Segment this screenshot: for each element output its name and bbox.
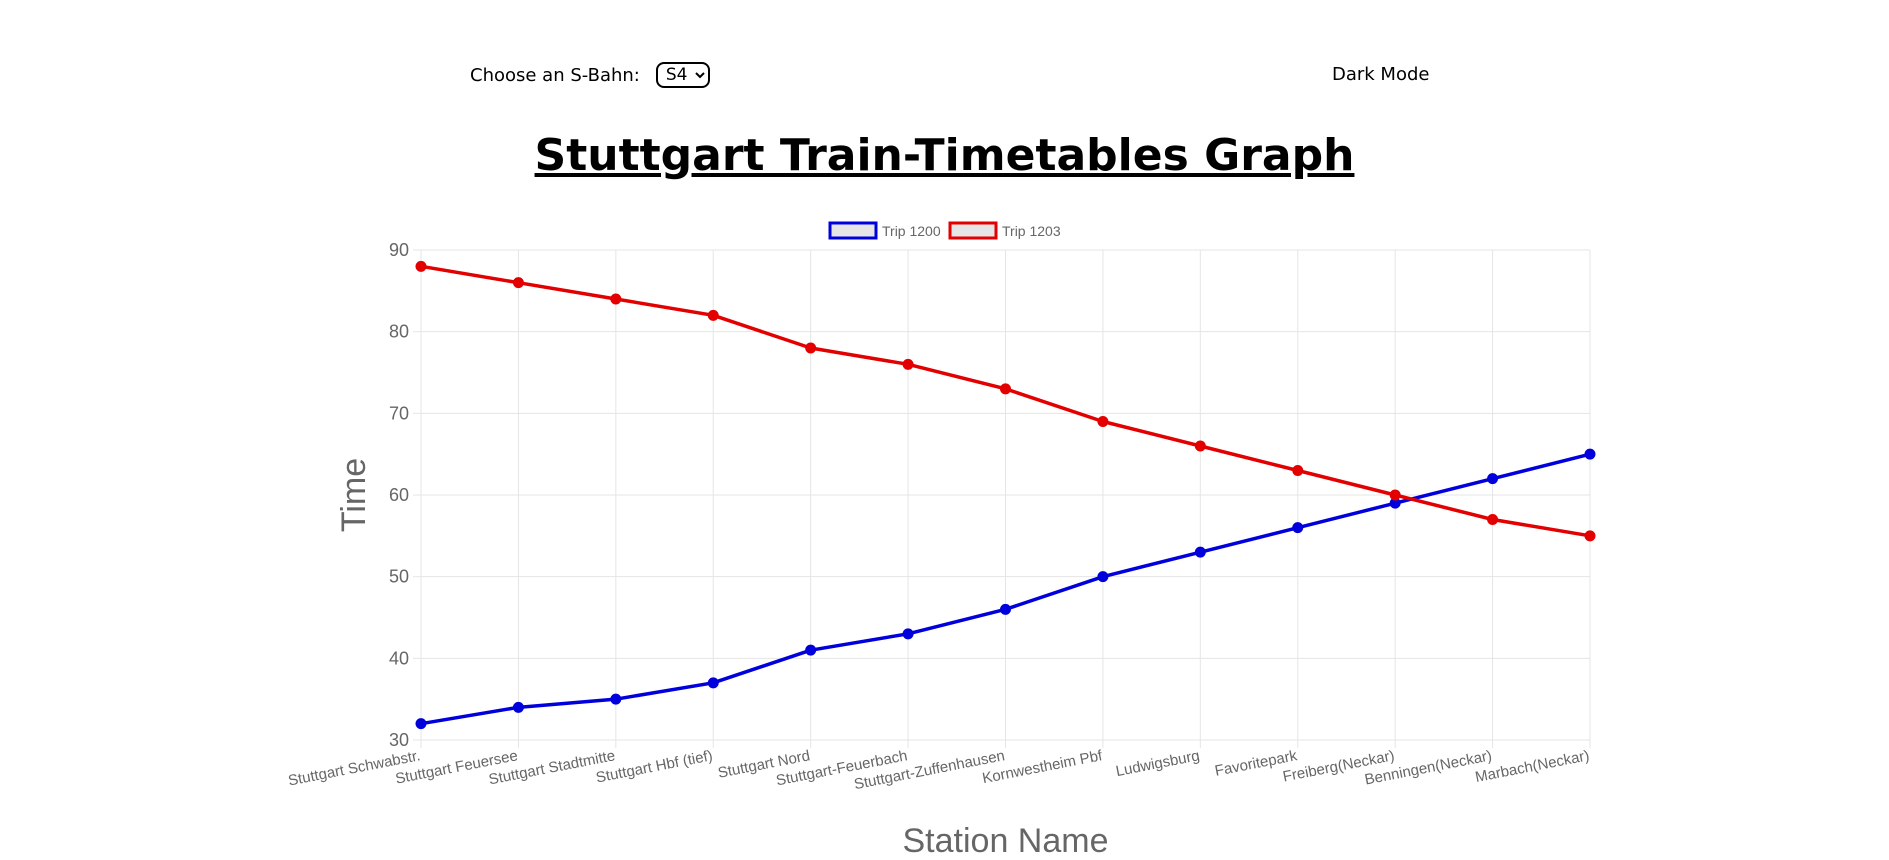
y-tick-label: 40 [389, 648, 409, 668]
x-axis-title: Station Name [903, 822, 1109, 860]
data-point-1 [902, 358, 914, 370]
data-point-0 [1584, 448, 1596, 460]
data-point-1 [1000, 383, 1011, 395]
data-point-1 [1487, 514, 1499, 525]
y-tick-label: 30 [389, 730, 409, 750]
legend-swatch-1 [948, 221, 998, 240]
dark-mode-toggle[interactable]: Dark Mode [1332, 64, 1430, 85]
data-point-0 [902, 628, 914, 640]
data-point-1 [1292, 465, 1304, 476]
x-tick-label: Ludwigsburg [1114, 747, 1201, 780]
y-tick-label: 60 [389, 485, 409, 505]
data-point-0 [1194, 546, 1206, 558]
y-axis-title: Time [335, 458, 373, 532]
data-point-1 [1584, 530, 1596, 542]
top-bar: Choose an S-Bahn: S4 Dark Mode [0, 0, 1889, 120]
legend-label-1: Trip 1203 [1002, 223, 1061, 239]
y-tick-label: 90 [389, 240, 409, 260]
data-point-1 [707, 309, 719, 321]
data-point-0 [1292, 522, 1304, 534]
data-point-0 [610, 693, 622, 705]
data-point-0 [707, 677, 719, 689]
data-point-0 [512, 701, 524, 713]
data-point-1 [1389, 489, 1401, 501]
data-point-0 [415, 718, 427, 730]
sbahn-select[interactable]: S4 [655, 62, 710, 88]
data-point-1 [1097, 416, 1109, 427]
legend-label-0: Trip 1200 [882, 223, 941, 239]
y-tick-label: 50 [389, 567, 409, 587]
data-point-1 [1194, 440, 1206, 452]
x-tick-label: Marbach(Neckar) [1474, 747, 1591, 786]
data-point-0 [805, 644, 817, 656]
sbahn-selector-label: Choose an S-Bahn: [470, 64, 640, 86]
data-point-1 [415, 260, 427, 272]
data-point-0 [1487, 473, 1499, 485]
data-point-0 [1097, 571, 1109, 583]
y-tick-label: 70 [389, 403, 409, 423]
sbahn-selector-group: Choose an S-Bahn: S4 [470, 62, 710, 88]
legend-swatch-0 [828, 221, 878, 240]
page-title: Stuttgart Train-Timetables Graph [534, 130, 1355, 181]
data-point-1 [805, 342, 817, 354]
data-point-1 [610, 293, 622, 305]
data-point-1 [512, 277, 524, 289]
data-point-0 [1000, 603, 1011, 615]
y-tick-label: 80 [389, 322, 409, 342]
